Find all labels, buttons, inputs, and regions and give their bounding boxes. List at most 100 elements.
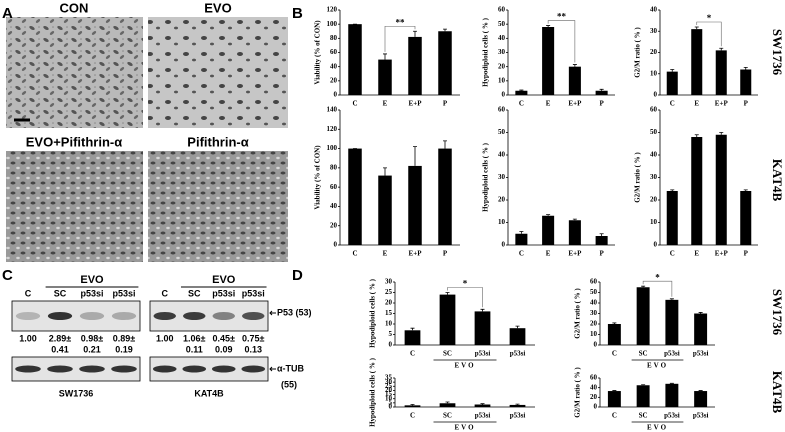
significance-label: * — [707, 13, 712, 23]
panel-label: D — [292, 267, 303, 284]
micrograph — [148, 151, 288, 262]
x-tick-label: SC — [443, 350, 452, 358]
y-tick-label: 10 — [650, 218, 658, 226]
ratio: 1.06± — [183, 333, 206, 343]
bar — [378, 175, 392, 245]
group-label: EVO — [454, 362, 475, 370]
y-tick-label: 30 — [650, 27, 658, 35]
error-bar — [546, 214, 551, 216]
row-label: SW1736 — [770, 289, 785, 336]
y-axis-label: G2/M ratio ( % ) — [634, 152, 642, 203]
x-tick-label: C — [612, 350, 617, 358]
ratio-sd: 0.21 — [83, 344, 101, 354]
error-bar — [515, 403, 520, 405]
significance-bracket — [447, 287, 483, 308]
y-axis-label: Viability (% of CON) — [314, 145, 322, 210]
group-label: EVO — [647, 362, 668, 370]
x-tick-label: SC — [639, 412, 648, 420]
x-tick-label: P — [599, 100, 604, 108]
x-tick-label: C — [352, 250, 357, 258]
error-bar — [698, 312, 703, 314]
y-tick-label: 40 — [330, 62, 338, 70]
y-tick-label: 60 — [650, 106, 658, 114]
group-label: EVO — [454, 424, 475, 432]
band — [15, 365, 41, 373]
x-tick-label: p53si — [693, 412, 709, 420]
cell-line: KAT4B — [194, 388, 224, 398]
cell-line: SW1736 — [59, 388, 94, 398]
ratio: 1.00 — [19, 333, 37, 343]
y-axis-label: Hypodiploid cells ( % ) — [369, 278, 377, 348]
x-tick-label: E+P — [715, 100, 729, 108]
marker-label: α-TUB — [277, 363, 305, 373]
ratio: 2.89± — [49, 333, 72, 343]
x-tick-label: p53si — [510, 412, 526, 420]
bar — [740, 191, 752, 245]
row-label: KAT4B — [770, 371, 785, 414]
band — [47, 365, 73, 373]
bar — [666, 71, 678, 95]
y-tick-label: 0 — [654, 241, 658, 249]
error-bar — [612, 322, 617, 324]
y-axis-label: G2/M ratio ( % ) — [574, 367, 582, 418]
bar — [408, 36, 422, 95]
axis — [507, 10, 615, 96]
x-tick-label: p53si — [693, 350, 709, 358]
significance-bracket — [696, 21, 722, 47]
error-bar — [480, 403, 485, 405]
bar — [715, 134, 727, 245]
y-tick-label: 120 — [327, 6, 338, 14]
y-tick-label: 80 — [330, 163, 338, 171]
significance-bracket — [642, 280, 673, 297]
arrow — [269, 310, 276, 316]
y-tick-label: 50 — [650, 128, 658, 136]
y-axis-label: Hypodiploid cells ( % ) — [369, 357, 377, 427]
band — [15, 312, 41, 320]
y-tick-label: 10 — [650, 69, 658, 77]
row-label: KAT4B — [770, 159, 785, 202]
bar — [595, 90, 608, 95]
y-tick-label: 0 — [389, 403, 393, 411]
bar — [715, 50, 727, 95]
ratio-sd: 0.13 — [244, 344, 262, 354]
micrograph — [6, 151, 143, 262]
error-bar — [719, 132, 724, 135]
y-tick-label: 40 — [498, 151, 506, 159]
error-bar — [383, 53, 387, 60]
bar — [348, 24, 362, 96]
y-tick-label: 0 — [502, 241, 506, 249]
lane-label: C — [162, 288, 169, 298]
y-tick-label: 0 — [654, 91, 658, 99]
y-tick-label: 0 — [334, 241, 338, 249]
y-tick-label: 10 — [498, 76, 506, 84]
y-tick-label: 30 — [498, 48, 506, 56]
bar — [694, 391, 708, 407]
x-tick-label: p53si — [475, 350, 491, 358]
error-bar — [410, 327, 415, 331]
y-tick-label: 0 — [594, 341, 598, 349]
y-tick-label: 40 — [650, 151, 658, 159]
y-tick-label: 20 — [650, 48, 658, 56]
x-tick-label: P — [744, 100, 749, 108]
error-bar — [572, 64, 577, 67]
band — [152, 365, 177, 373]
arrow — [269, 366, 276, 372]
image-caption: EVO — [204, 0, 231, 15]
x-tick-label: C — [410, 412, 415, 420]
x-tick-label: C — [352, 100, 357, 108]
lane-label: p53si — [112, 288, 135, 298]
ratio-sd: 0.11 — [186, 344, 203, 354]
x-tick-label: p53si — [664, 412, 680, 420]
error-bar — [519, 89, 524, 91]
bar — [509, 328, 526, 345]
y-tick-label: 40 — [330, 202, 338, 210]
bar — [474, 311, 491, 345]
x-tick-label: E — [383, 250, 388, 258]
band — [242, 312, 265, 320]
significance-label: ** — [557, 12, 567, 22]
error-bar — [443, 140, 447, 149]
bar — [607, 391, 621, 407]
bar — [740, 69, 752, 95]
y-tick-label: 10 — [385, 394, 393, 402]
bar — [404, 330, 421, 345]
